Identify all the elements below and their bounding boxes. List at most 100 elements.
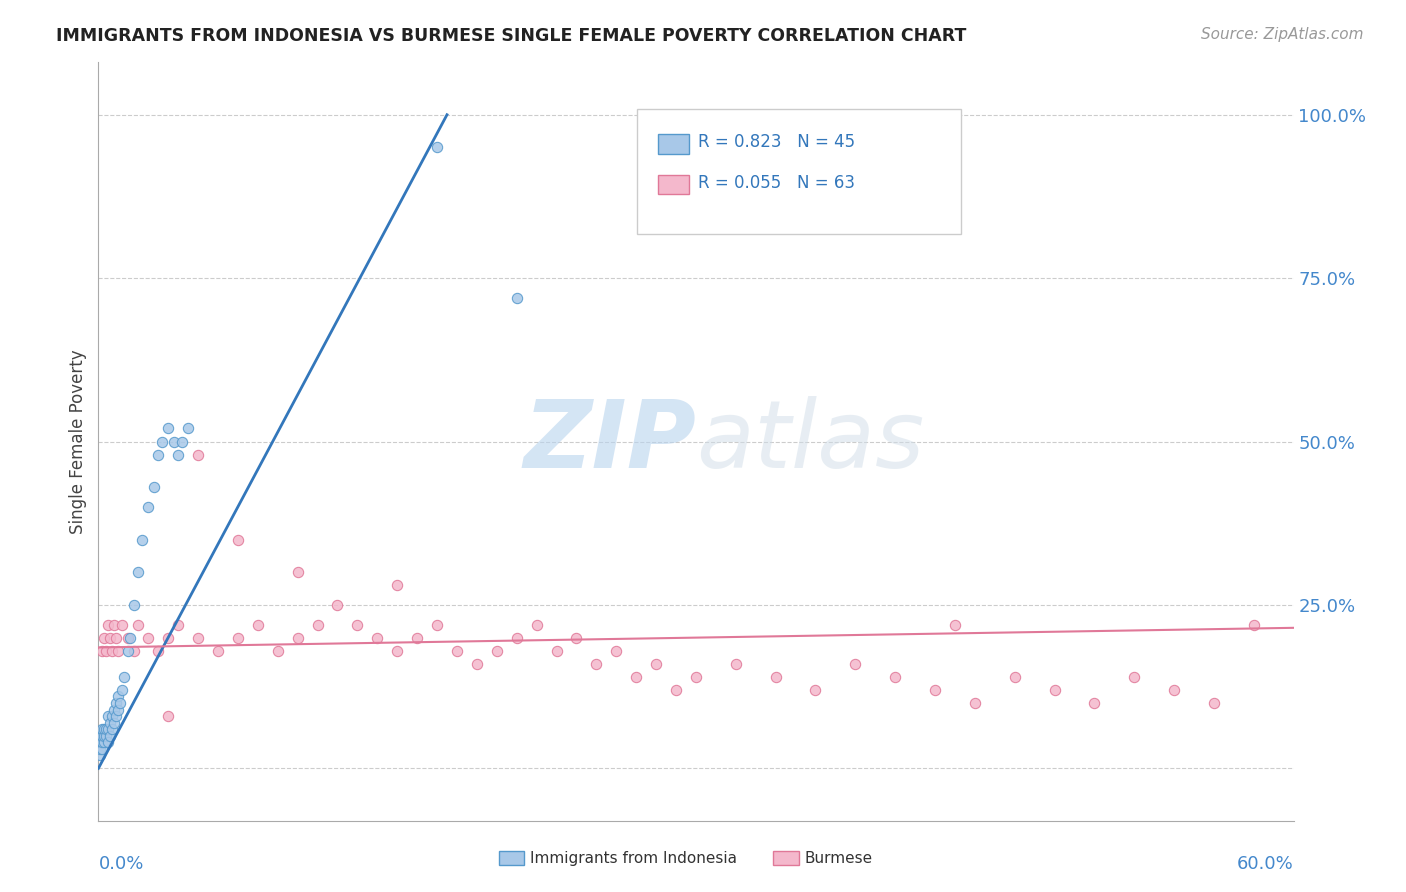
Point (91, 643, 114, 657)
Y-axis label: Single Female Poverty: Single Female Poverty (69, 350, 87, 533)
Point (103, 617, 125, 632)
Text: R = 0.823   N = 45: R = 0.823 N = 45 (697, 134, 855, 152)
Point (112, 670, 135, 684)
Point (187, 631, 209, 645)
Point (187, 448, 209, 462)
Point (101, 722, 124, 736)
Point (105, 631, 128, 645)
Point (605, 643, 627, 657)
Point (101, 643, 124, 657)
Point (287, 566, 309, 580)
Point (385, 643, 409, 657)
Point (93, 631, 115, 645)
Point (96, 722, 118, 736)
Point (157, 709, 180, 723)
Point (103, 702, 125, 716)
Point (120, 631, 142, 645)
Point (366, 631, 388, 645)
Point (172, 434, 194, 449)
Point (626, 670, 648, 684)
Point (136, 500, 159, 514)
Point (143, 480, 166, 494)
Point (117, 631, 139, 645)
Point (136, 631, 159, 645)
Point (98, 729, 122, 743)
Point (127, 617, 149, 632)
Text: IMMIGRANTS FROM INDONESIA VS BURMESE SINGLE FEMALE POVERTY CORRELATION CHART: IMMIGRANTS FROM INDONESIA VS BURMESE SIN… (56, 27, 966, 45)
Point (287, 631, 309, 645)
Point (148, 643, 170, 657)
Point (665, 682, 688, 697)
Point (96, 729, 118, 743)
Point (506, 631, 529, 645)
Point (91, 735, 114, 749)
Point (226, 533, 249, 547)
Point (177, 421, 200, 435)
Point (93, 729, 115, 743)
Text: 60.0%: 60.0% (1237, 855, 1294, 873)
Point (167, 617, 190, 632)
Text: Burmese: Burmese (804, 851, 872, 865)
Point (346, 617, 368, 632)
Point (111, 617, 134, 632)
Point (107, 690, 129, 704)
Point (111, 682, 134, 697)
Point (585, 657, 607, 671)
Point (426, 617, 449, 632)
Point (157, 631, 180, 645)
Point (150, 434, 173, 449)
Text: Source: ZipAtlas.com: Source: ZipAtlas.com (1201, 27, 1364, 42)
Point (105, 709, 128, 723)
Point (97, 617, 120, 632)
Point (107, 702, 129, 716)
Point (148, 448, 170, 462)
Point (1123, 670, 1146, 684)
Point (924, 682, 946, 697)
Point (131, 533, 153, 547)
Text: ZIP: ZIP (523, 395, 696, 488)
Point (97, 709, 120, 723)
Point (91, 729, 114, 743)
Point (446, 643, 468, 657)
Point (93, 722, 115, 736)
Point (93, 735, 115, 749)
Point (943, 617, 966, 632)
Point (1163, 682, 1185, 697)
Point (103, 715, 125, 730)
Point (97, 735, 120, 749)
Point (645, 657, 668, 671)
Point (1004, 670, 1026, 684)
Point (765, 670, 787, 684)
Point (97, 722, 120, 736)
Text: atlas: atlas (696, 396, 924, 487)
Point (326, 598, 349, 612)
Point (89, 735, 111, 749)
Point (89, 729, 111, 743)
Point (117, 643, 139, 657)
Point (207, 643, 229, 657)
Point (157, 421, 180, 435)
Point (465, 657, 488, 671)
Point (884, 670, 907, 684)
Point (89, 741, 111, 756)
Point (526, 617, 548, 632)
Point (804, 682, 827, 697)
Point (110, 696, 132, 710)
Point (101, 709, 124, 723)
Point (107, 643, 129, 657)
Point (267, 643, 290, 657)
Point (96, 643, 118, 657)
Point (963, 696, 986, 710)
Point (844, 657, 866, 671)
Point (724, 657, 747, 671)
Point (426, 140, 449, 154)
Point (385, 578, 409, 592)
Point (546, 643, 568, 657)
Point (1202, 696, 1225, 710)
Point (565, 631, 588, 645)
Text: 0.0%: 0.0% (98, 855, 143, 873)
Point (163, 434, 186, 449)
Point (89, 748, 111, 763)
Point (98, 631, 122, 645)
Point (1243, 617, 1265, 632)
